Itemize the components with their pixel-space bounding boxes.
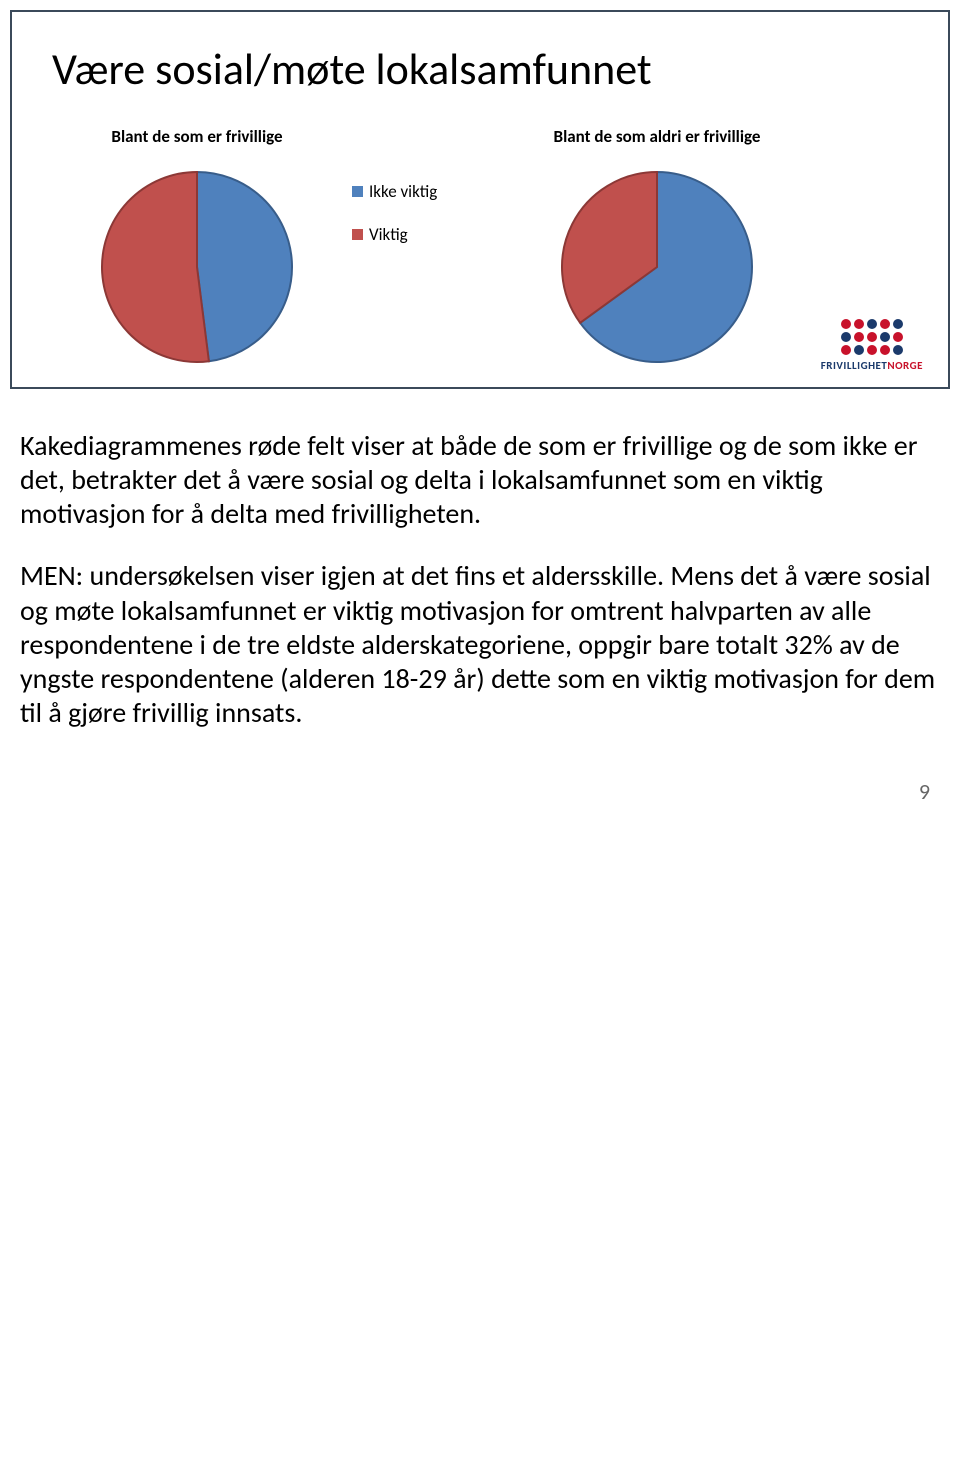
logo-dot-icon — [880, 332, 890, 342]
page-number: 9 — [0, 758, 960, 815]
logo-dots-icon — [841, 319, 903, 355]
slide-frame: Være sosial/møte lokalsamfunnet Blant de… — [10, 10, 950, 389]
logo-dot-icon — [880, 345, 890, 355]
chart1-pie — [97, 167, 297, 367]
logo-dot-icon — [893, 332, 903, 342]
pie-slice — [102, 172, 209, 362]
paragraph-2: MEN: undersøkelsen viser igjen at det fi… — [20, 559, 940, 730]
logo-dot-icon — [867, 345, 877, 355]
legend-item-ikke-viktig: Ikke viktig — [352, 181, 502, 202]
chart2-pie — [557, 167, 757, 367]
logo-dot-icon — [893, 319, 903, 329]
logo-dot-icon — [867, 319, 877, 329]
logo-dot-icon — [867, 332, 877, 342]
legend-label: Ikke viktig — [369, 181, 437, 202]
slide-title: Være sosial/møte lokalsamfunnet — [52, 42, 908, 96]
logo-dot-icon — [880, 319, 890, 329]
legend-label: Viktig — [369, 224, 408, 245]
legend: Ikke viktig Viktig — [352, 126, 502, 267]
chart2-container: Blant de som aldri er frivillige — [512, 126, 802, 367]
logo-dot-icon — [841, 332, 851, 342]
chart-row: Blant de som er frivillige Ikke viktig V… — [52, 126, 908, 367]
chart1-title: Blant de som er frivillige — [111, 126, 282, 147]
paragraph-1: Kakediagrammenes røde felt viser at både… — [20, 429, 940, 531]
logo-dot-icon — [854, 332, 864, 342]
legend-swatch-icon — [352, 229, 363, 240]
legend-item-viktig: Viktig — [352, 224, 502, 245]
chart2-title: Blant de som aldri er frivillige — [554, 126, 761, 147]
body-text: Kakediagrammenes røde felt viser at både… — [0, 399, 960, 730]
logo-text-1: FRIVILLIGHET — [821, 359, 888, 372]
logo-text-2: NORGE — [887, 359, 923, 372]
logo-dot-icon — [893, 345, 903, 355]
logo: FRIVILLIGHETNORGE — [821, 319, 923, 372]
logo-dot-icon — [841, 319, 851, 329]
chart1-container: Blant de som er frivillige — [52, 126, 342, 367]
logo-dot-icon — [854, 319, 864, 329]
pie-slice — [197, 172, 292, 361]
logo-dot-icon — [841, 345, 851, 355]
legend-swatch-icon — [352, 186, 363, 197]
logo-dot-icon — [854, 345, 864, 355]
